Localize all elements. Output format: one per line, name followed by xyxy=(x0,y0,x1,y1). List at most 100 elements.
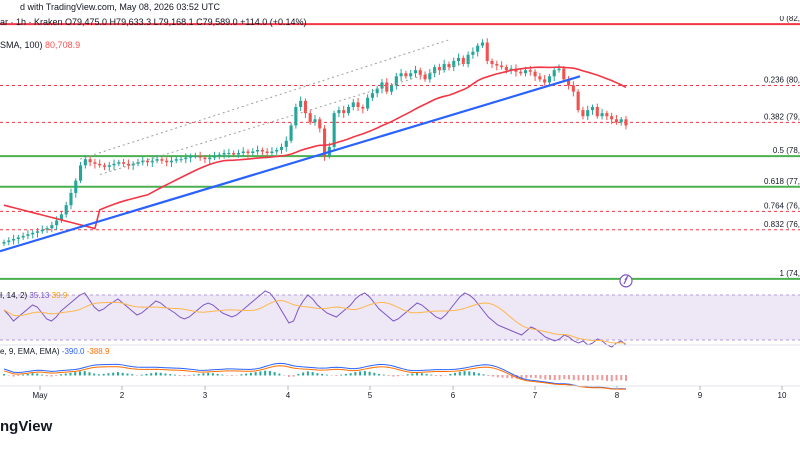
macd-histogram-bar xyxy=(530,375,533,378)
candle-body xyxy=(346,107,351,114)
macd-histogram-bar xyxy=(150,373,153,376)
macd-histogram-bar xyxy=(468,371,471,376)
candle-body xyxy=(605,113,609,117)
chart-header: d with TradingView.com, May 08, 2026 03:… xyxy=(0,0,800,16)
macd-histogram-bar xyxy=(534,375,537,379)
macd-histogram-bar xyxy=(112,372,115,376)
time-tick-label: 2 xyxy=(120,391,125,400)
channel-mid-line xyxy=(99,60,471,175)
macd-histogram-bar xyxy=(596,375,599,380)
macd-histogram-bar xyxy=(88,372,91,376)
channel-top-line xyxy=(79,39,451,160)
macd-value: -390.0 xyxy=(61,347,85,356)
candle-body xyxy=(88,159,92,163)
candle-body xyxy=(557,68,561,71)
macd-histogram-bar xyxy=(539,375,542,379)
macd-histogram-bar xyxy=(211,373,214,376)
candle-body xyxy=(389,85,394,92)
macd-label: e, 9, EMA, EMA) xyxy=(0,347,60,356)
sma-100-line xyxy=(3,66,627,230)
macd-histogram-bar xyxy=(321,373,324,376)
macd-histogram-bar xyxy=(387,375,390,376)
candle-body xyxy=(409,73,413,77)
candle-body xyxy=(337,110,341,114)
candle-body xyxy=(466,54,470,65)
candle-body xyxy=(193,156,197,158)
macd-histogram-bar xyxy=(558,375,561,380)
candle-body xyxy=(547,76,552,83)
candle-body xyxy=(404,73,408,77)
candle-body xyxy=(256,149,260,152)
candle-body xyxy=(303,100,307,114)
macd-histogram-bar xyxy=(97,374,100,376)
candle-body xyxy=(428,73,432,80)
macd-histogram-bar xyxy=(216,373,219,376)
macd-histogram-bar xyxy=(145,373,148,376)
candle-body xyxy=(619,119,623,123)
lightning-icon xyxy=(623,275,629,285)
time-tick-label: 7 xyxy=(533,391,538,400)
macd-signal-line xyxy=(3,365,627,390)
candle-body xyxy=(452,60,456,68)
macd-histogram-bar xyxy=(368,371,371,376)
candle-body xyxy=(16,237,20,239)
candle-body xyxy=(232,153,236,155)
candle-body xyxy=(318,119,322,129)
macd-histogram-bar xyxy=(74,372,77,376)
candle-body xyxy=(509,68,513,71)
macd-histogram-bar xyxy=(416,372,419,376)
candle-body xyxy=(40,229,44,232)
candle-body xyxy=(590,107,595,111)
candle-body xyxy=(112,163,116,166)
rsi-value: 35.13 xyxy=(29,291,50,300)
candle-body xyxy=(69,192,73,206)
macd-histogram-bar xyxy=(606,375,609,381)
candle-body xyxy=(610,116,614,120)
macd-histogram-bar xyxy=(501,375,504,378)
macd-histogram-bar xyxy=(107,373,110,376)
macd-histogram-bar xyxy=(601,375,604,381)
candle-body xyxy=(399,73,403,77)
fib-label-0.5: 0.5 (78, xyxy=(773,146,800,155)
macd-histogram-bar xyxy=(83,371,86,376)
macd-histogram-bar xyxy=(572,375,575,381)
macd-histogram-bar xyxy=(439,375,442,377)
candle-body xyxy=(122,162,126,164)
candle-body xyxy=(581,110,585,117)
candle-body xyxy=(471,51,475,55)
candle-body xyxy=(595,107,599,117)
macd-histogram-bar xyxy=(164,373,167,376)
macd-histogram-bar xyxy=(544,375,547,380)
time-tick-label: 3 xyxy=(203,391,208,400)
macd-histogram-bar xyxy=(235,375,238,376)
candle-body xyxy=(203,157,207,160)
fib-label-0.618: 0.618 (77, xyxy=(764,177,800,186)
candle-body xyxy=(155,159,159,161)
candle-body xyxy=(145,160,150,163)
candle-body xyxy=(299,100,303,107)
macd-histogram-bar xyxy=(283,375,286,376)
macd-histogram-bar xyxy=(254,372,257,376)
fib-label-0.382: 0.382 (79, xyxy=(764,112,800,121)
macd-histogram-bar xyxy=(121,372,124,376)
macd-histogram-bar xyxy=(3,374,5,376)
macd-histogram-bar xyxy=(249,372,252,376)
macd-histogram-bar xyxy=(625,375,627,381)
macd-histogram-bar xyxy=(473,372,476,376)
macd-histogram-bar xyxy=(268,371,271,376)
macd-histogram-bar xyxy=(55,375,58,376)
time-tick-label: May xyxy=(32,391,47,400)
candle-body xyxy=(275,149,279,152)
publish-info: d with TradingView.com, May 08, 2026 03:… xyxy=(20,2,220,12)
candle-body xyxy=(519,71,523,74)
time-tick-label: 6 xyxy=(451,391,456,400)
macd-histogram-bar xyxy=(359,371,362,376)
macd-histogram-bar xyxy=(335,375,338,376)
macd-histogram-bar xyxy=(131,374,134,376)
candle-body xyxy=(150,160,154,163)
candle-body xyxy=(600,113,604,117)
macd-legend: e, 9, EMA, EMA) -390.0 -388.9 xyxy=(0,347,109,356)
candle-body xyxy=(528,70,532,72)
candle-body xyxy=(313,119,317,123)
